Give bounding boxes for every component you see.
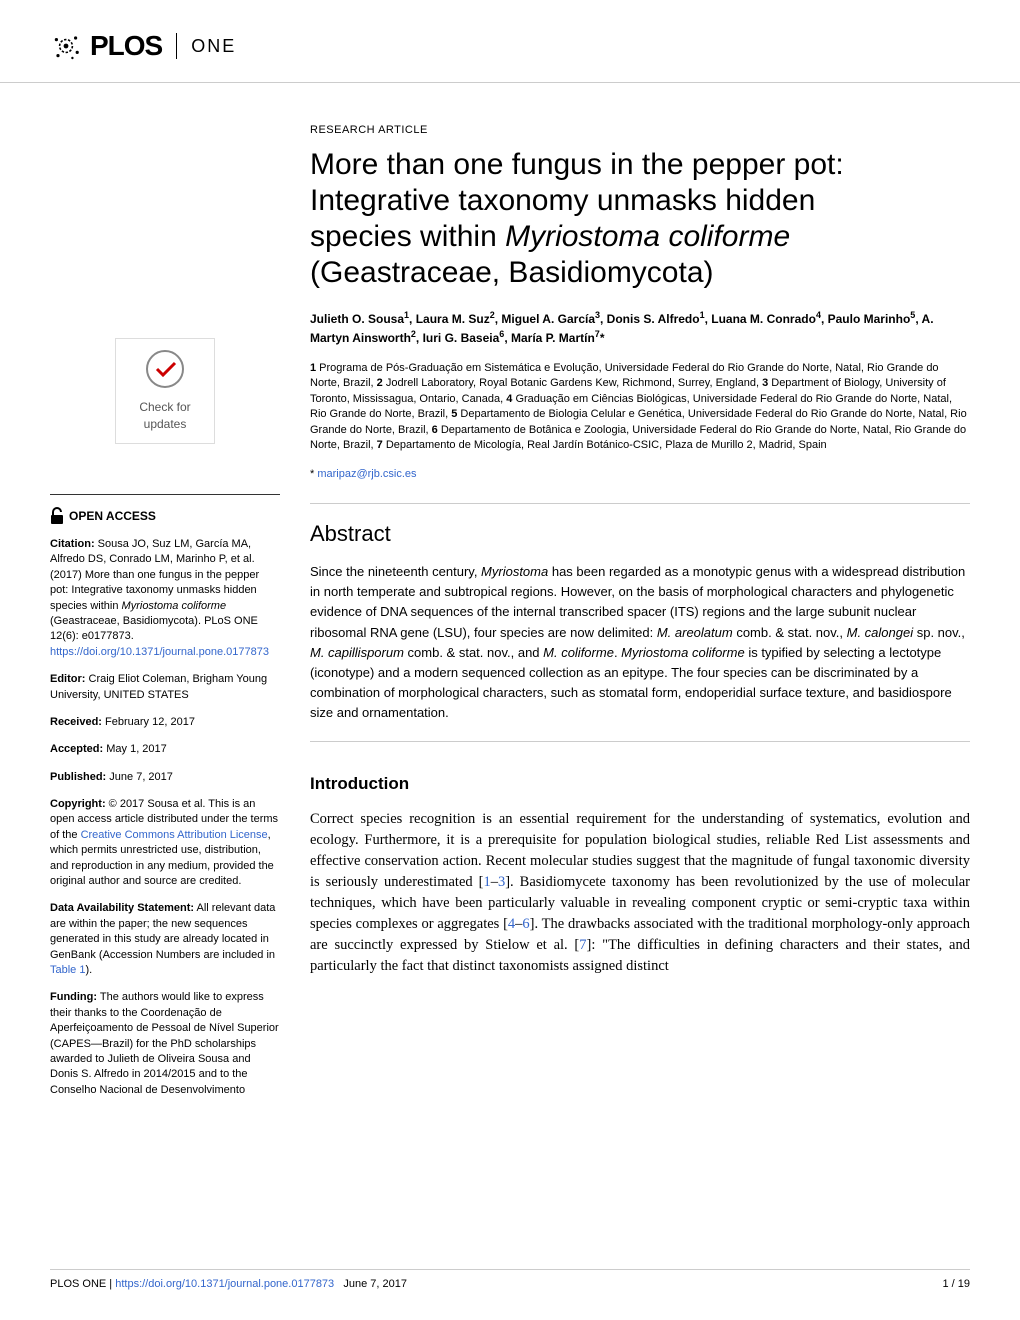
plos-logo: PLOS ONE	[50, 30, 970, 62]
correspondence: * maripaz@rjb.csic.es	[310, 467, 970, 483]
journal-header: PLOS ONE	[0, 0, 1020, 83]
sidebar: Check for updates OPEN ACCESS Citation: …	[50, 123, 280, 1110]
title-line4: (Geastraceae, Basidiomycota)	[310, 256, 714, 289]
received-section: Received: February 12, 2017	[50, 715, 280, 730]
title-line3-pre: species within	[310, 220, 505, 253]
funding-section: Funding: The authors would like to expre…	[50, 990, 280, 1098]
received-label: Received:	[50, 716, 102, 728]
copyright-section: Copyright: © 2017 Sousa et al. This is a…	[50, 797, 280, 889]
published-text: June 7, 2017	[106, 771, 173, 783]
citation-doi-link[interactable]: https://doi.org/10.1371/journal.pone.017…	[50, 646, 269, 658]
sidebar-rule	[50, 494, 280, 495]
cc-license-link[interactable]: Creative Commons Attribution License	[81, 829, 268, 841]
citation-section: Citation: Sousa JO, Suz LM, García MA, A…	[50, 537, 280, 660]
lock-icon	[50, 507, 64, 525]
footer-journal: PLOS ONE |	[50, 1278, 115, 1290]
footer-doi-link[interactable]: https://doi.org/10.1371/journal.pone.017…	[115, 1278, 334, 1290]
accepted-label: Accepted:	[50, 743, 103, 755]
title-line1: More than one fungus in the pepper pot:	[310, 148, 844, 181]
citation-label: Citation:	[50, 538, 95, 550]
logo-divider	[176, 33, 177, 59]
footer-left: PLOS ONE | https://doi.org/10.1371/journ…	[50, 1278, 407, 1290]
citation-text2: (Geastraceae, Basidiomycota). PLoS ONE 1…	[50, 615, 258, 642]
main-content: RESEARCH ARTICLE More than one fungus in…	[310, 123, 970, 1110]
check-updates-widget[interactable]: Check for updates	[115, 338, 215, 444]
received-text: February 12, 2017	[102, 716, 195, 728]
funding-label: Funding:	[50, 991, 97, 1003]
funding-text: The authors would like to express their …	[50, 991, 279, 1095]
plos-text: PLOS	[90, 30, 162, 62]
data-label: Data Availability Statement:	[50, 902, 194, 914]
abstract-text: Since the nineteenth century, Myriostoma…	[310, 562, 970, 742]
open-access-text: OPEN ACCESS	[69, 508, 156, 525]
title-line2: Integrative taxonomy unmasks hidden	[310, 184, 815, 217]
data-availability-section: Data Availability Statement: All relevan…	[50, 901, 280, 978]
published-section: Published: June 7, 2017	[50, 770, 280, 785]
footer-date: June 7, 2017	[343, 1278, 407, 1290]
abstract-heading: Abstract	[310, 503, 970, 550]
article-type: RESEARCH ARTICLE	[310, 123, 970, 139]
published-label: Published:	[50, 771, 106, 783]
accepted-section: Accepted: May 1, 2017	[50, 742, 280, 757]
open-access-badge: OPEN ACCESS	[50, 507, 280, 525]
copyright-label: Copyright:	[50, 798, 106, 810]
corr-star: *	[310, 468, 314, 480]
affiliations-list: 1 Programa de Pós-Graduação em Sistemáti…	[310, 361, 970, 453]
editor-label: Editor:	[50, 673, 85, 685]
table1-link[interactable]: Table 1	[50, 964, 85, 976]
accepted-text: May 1, 2017	[103, 743, 167, 755]
introduction-heading: Introduction	[310, 772, 970, 797]
one-text: ONE	[191, 36, 236, 57]
crossmark-icon	[145, 349, 185, 389]
citation-italic: Myriostoma coliforme	[122, 600, 227, 612]
plos-icon	[50, 30, 82, 62]
page-footer: PLOS ONE | https://doi.org/10.1371/journ…	[50, 1269, 970, 1290]
introduction-text: Correct species recognition is an essent…	[310, 809, 970, 977]
data-text2: ).	[85, 964, 92, 976]
article-title: More than one fungus in the pepper pot: …	[310, 147, 970, 291]
check-updates-label: Check for updates	[126, 399, 204, 433]
title-line3-italic: Myriostoma coliforme	[505, 220, 790, 253]
editor-section: Editor: Craig Eliot Coleman, Brigham You…	[50, 672, 280, 703]
corr-email-link[interactable]: maripaz@rjb.csic.es	[317, 468, 416, 480]
authors-list: Julieth O. Sousa1, Laura M. Suz2, Miguel…	[310, 309, 970, 347]
footer-page: 1 / 19	[942, 1278, 970, 1290]
